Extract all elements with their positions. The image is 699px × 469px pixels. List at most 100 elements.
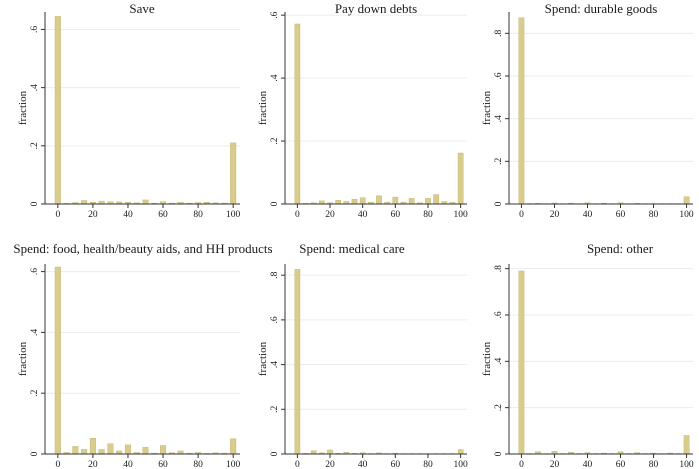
- chart-panel: 0 .2 .4 .6 0 20 40 60 80 100 fraction Save: [17, 1, 241, 220]
- y-tick-label: .6: [270, 316, 280, 323]
- chart-title: Spend: durable goods: [545, 1, 658, 16]
- chart-title: Spend: other: [587, 241, 654, 256]
- histogram-bar: [433, 194, 439, 205]
- histogram-bar: [54, 266, 61, 455]
- y-tick-label: .2: [270, 137, 280, 144]
- x-tick-label: 40: [123, 210, 133, 220]
- x-tick-label: 100: [454, 210, 469, 220]
- x-tick-label: 60: [158, 460, 168, 469]
- y-tick-label: .6: [494, 72, 504, 79]
- x-tick-label: 80: [193, 460, 203, 469]
- chart-title: Spend: medical care: [299, 241, 405, 256]
- x-tick-label: 60: [391, 460, 401, 469]
- y-tick-label: .6: [30, 268, 40, 275]
- y-tick-label: 0: [494, 201, 504, 206]
- x-tick-label: 40: [583, 210, 593, 220]
- y-tick-label: .8: [494, 30, 504, 37]
- histogram-bar: [81, 449, 88, 455]
- x-tick-label: 20: [325, 210, 335, 220]
- x-tick-label: 40: [358, 460, 368, 469]
- x-tick-label: 100: [226, 460, 241, 469]
- histogram-bar: [518, 17, 525, 205]
- y-axis-label: fraction: [17, 90, 29, 125]
- y-axis-label: fraction: [257, 341, 269, 376]
- x-tick-label: 80: [649, 210, 659, 220]
- histogram-bar: [683, 435, 690, 455]
- histogram-bar: [457, 152, 464, 205]
- y-tick-label: 0: [270, 201, 280, 206]
- histogram-bar: [89, 437, 96, 455]
- x-tick-label: 60: [391, 210, 401, 220]
- x-tick-label: 80: [423, 460, 433, 469]
- x-tick-label: 20: [550, 460, 560, 469]
- x-tick-label: 60: [158, 210, 168, 220]
- x-tick-label: 0: [519, 460, 524, 469]
- x-tick-label: 80: [193, 210, 203, 220]
- histogram-bar: [72, 446, 79, 455]
- histogram-bar: [294, 269, 301, 455]
- histogram-bar: [124, 444, 131, 455]
- y-tick-label: .2: [494, 404, 504, 411]
- y-tick-label: 0: [494, 451, 504, 456]
- y-tick-label: .4: [270, 361, 280, 368]
- histogram-bar: [160, 445, 167, 455]
- y-tick-label: .4: [30, 329, 40, 336]
- x-tick-label: 40: [358, 210, 368, 220]
- x-tick-label: 60: [616, 460, 626, 469]
- histogram-bar: [230, 438, 237, 455]
- x-tick-label: 0: [295, 210, 300, 220]
- x-tick-label: 0: [519, 210, 524, 220]
- y-tick-label: .6: [270, 11, 280, 18]
- y-tick-label: 0: [30, 201, 40, 206]
- histogram-bar: [98, 449, 105, 455]
- y-tick-label: .4: [270, 74, 280, 81]
- x-tick-label: 20: [88, 210, 98, 220]
- chart-panel: 0 .2 .4 .6 0 20 40 60 80 100 fraction Spend: food, …: [13, 241, 272, 469]
- y-tick-label: .8: [270, 271, 280, 278]
- x-tick-label: 40: [123, 460, 133, 469]
- x-tick-label: 0: [55, 210, 60, 220]
- y-tick-label: .4: [30, 84, 40, 91]
- histogram-bar: [376, 195, 382, 205]
- y-tick-label: .2: [30, 389, 40, 396]
- x-tick-label: 0: [295, 460, 300, 469]
- x-tick-label: 40: [583, 460, 593, 469]
- histogram-bar: [425, 198, 431, 205]
- histogram-bar: [107, 443, 114, 455]
- x-tick-label: 80: [423, 210, 433, 220]
- histogram-bar: [335, 200, 341, 205]
- chart-panel: 0 .2 .4 .6 0 20 40 60 80 100 fraction Pay down debt…: [257, 1, 468, 220]
- x-tick-label: 20: [550, 210, 560, 220]
- x-tick-label: 0: [55, 460, 60, 469]
- x-tick-label: 100: [454, 460, 469, 469]
- y-axis-label: fraction: [257, 90, 269, 125]
- y-tick-label: 0: [30, 451, 40, 456]
- x-tick-label: 60: [616, 210, 626, 220]
- histogram-bar: [230, 142, 237, 205]
- chart-title: Save: [129, 1, 155, 16]
- x-tick-label: 100: [679, 460, 694, 469]
- y-tick-label: .8: [494, 265, 504, 272]
- histogram-bar: [457, 449, 464, 455]
- y-tick-label: .2: [30, 142, 40, 149]
- y-tick-label: .2: [494, 158, 504, 165]
- histogram-bar: [294, 23, 301, 205]
- chart-panel: 0 .2 .4 .6 .8 0 20 40 60 80 100 fraction Spend: dura…: [481, 1, 694, 220]
- x-tick-label: 100: [226, 210, 241, 220]
- histogram-bar: [81, 200, 88, 205]
- chart-title: Pay down debts: [335, 1, 417, 16]
- histogram-bar: [408, 198, 415, 205]
- y-tick-label: .4: [494, 358, 504, 365]
- y-axis-label: fraction: [17, 341, 29, 376]
- x-tick-label: 80: [649, 460, 659, 469]
- x-tick-label: 20: [325, 460, 335, 469]
- histogram-bar: [142, 447, 149, 455]
- x-tick-label: 20: [88, 460, 98, 469]
- histogram-bar: [359, 197, 366, 205]
- histogram-bar: [54, 16, 61, 205]
- y-axis-label: fraction: [481, 90, 493, 125]
- histogram-bar: [683, 196, 690, 205]
- y-axis-label: fraction: [481, 341, 493, 376]
- y-tick-label: .2: [270, 405, 280, 412]
